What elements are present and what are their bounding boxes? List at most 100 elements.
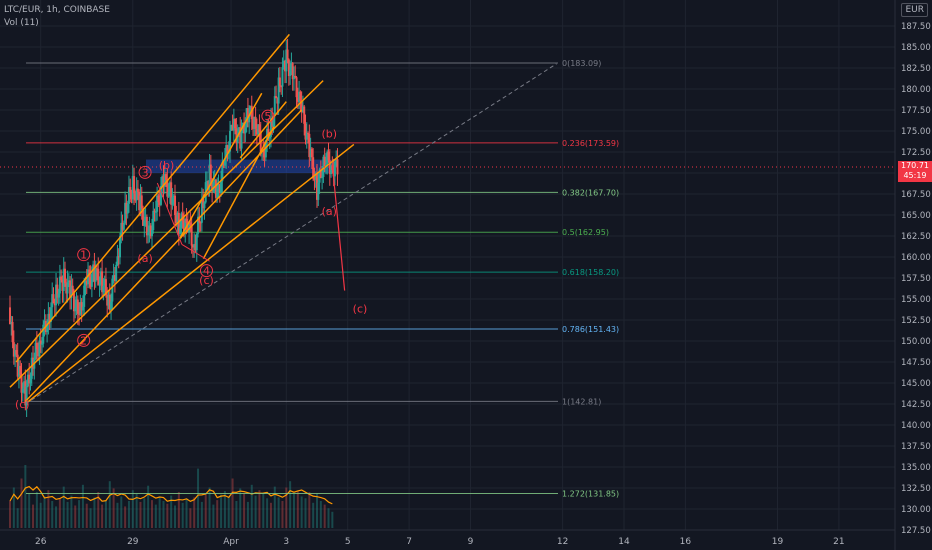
volume-bar	[243, 493, 246, 528]
x-tick-label: 21	[833, 537, 844, 547]
candle-body	[307, 133, 310, 135]
candle-body	[17, 365, 20, 377]
y-tick-label: 142.50	[901, 400, 931, 410]
candle-body	[108, 294, 111, 311]
x-tick-label: 16	[680, 537, 692, 547]
candle-body	[246, 108, 249, 123]
candle-body	[188, 222, 191, 233]
volume-bar	[200, 501, 203, 528]
candle-body	[75, 299, 78, 309]
candle-body	[71, 285, 74, 294]
candle-body	[157, 195, 160, 203]
channel-upper-line	[15, 33, 290, 363]
candle-body	[69, 280, 72, 298]
candle-body	[163, 174, 166, 187]
candle-body	[19, 365, 22, 375]
candle-body	[180, 213, 183, 228]
candle-body	[280, 86, 283, 88]
symbol-title[interactable]: LTC/EUR, 1h, COINBASE	[4, 5, 110, 15]
candle-body	[89, 276, 92, 287]
candle-body	[333, 161, 336, 177]
candle-body	[182, 220, 185, 232]
volume-ma-line	[9, 485, 333, 505]
candle-body	[195, 233, 198, 251]
candle-body	[42, 324, 45, 344]
candle-body	[158, 202, 161, 205]
candle-body	[316, 173, 318, 200]
candle-body	[299, 91, 302, 101]
volume-bar	[227, 496, 230, 528]
candle-body	[116, 256, 119, 265]
y-tick-label: 180.00	[901, 85, 931, 95]
volume-bar	[147, 485, 150, 528]
candle-body	[9, 307, 11, 325]
candle-body	[309, 148, 312, 158]
candles	[9, 38, 339, 418]
candle-body	[24, 381, 27, 406]
candle-body	[291, 63, 294, 80]
volume-bar	[269, 502, 272, 528]
drawings[interactable]	[9, 33, 557, 405]
candle-body	[301, 106, 304, 112]
candle-body	[93, 264, 96, 282]
volume-bar	[78, 500, 81, 528]
highlight-zone	[146, 159, 336, 173]
volume-bar	[154, 504, 157, 528]
y-tick-label: 177.50	[901, 106, 931, 116]
candle-body	[300, 100, 303, 112]
candle-body	[90, 274, 93, 287]
currency-button[interactable]: EUR	[901, 3, 928, 17]
candle-body	[55, 284, 58, 306]
volume-bar	[43, 496, 46, 528]
y-tick-label: 160.00	[901, 253, 931, 263]
volume-indicator-title[interactable]: Vol (11)	[4, 18, 39, 28]
candle-body	[67, 280, 70, 283]
candle-body	[80, 302, 83, 311]
wave-label: 1	[80, 249, 87, 262]
volume-bar	[131, 490, 134, 528]
volume-bar	[239, 488, 242, 528]
volume-bar	[108, 481, 111, 528]
volume-bar	[104, 501, 107, 528]
candle-body	[70, 285, 73, 298]
candle-body	[177, 212, 180, 234]
volume-bar	[47, 490, 50, 528]
candle-body	[121, 222, 124, 230]
candle-body	[159, 185, 162, 205]
candle-body	[216, 188, 219, 198]
volume-bar	[162, 501, 165, 528]
volume-bar	[220, 494, 223, 528]
candle-body	[276, 98, 279, 104]
candle-body	[336, 159, 339, 175]
volume-bar	[189, 508, 192, 528]
candle-body	[308, 133, 311, 158]
candle-body	[294, 75, 297, 78]
volume-bar	[254, 495, 257, 528]
candle-body	[117, 256, 120, 258]
volume-bar	[166, 503, 169, 528]
volume-bar	[116, 502, 119, 528]
candle-body	[303, 106, 306, 124]
volume-bar	[127, 501, 130, 528]
x-tick-label: 19	[772, 537, 784, 547]
candle-body	[95, 268, 98, 270]
candle-body	[322, 156, 325, 178]
candle-body	[39, 340, 42, 344]
candle-body	[186, 222, 189, 233]
fib-retracement[interactable]: 0(183.09) 0.236(173.59) 0.382(167.70) 0.5(1…	[26, 59, 619, 498]
volume-bar	[262, 492, 265, 528]
volume-bar	[197, 468, 200, 528]
volume-bar	[216, 500, 219, 528]
wave-label: 3	[142, 166, 149, 179]
candle-body	[26, 374, 29, 386]
candle-body	[74, 308, 77, 312]
volume-bar	[212, 504, 215, 528]
candle-body	[327, 151, 330, 161]
candle-body	[271, 118, 274, 127]
wave-label: (b)	[159, 159, 175, 172]
fib-level-label: 0.5(162.95)	[562, 228, 609, 237]
x-tick-label: 26	[35, 537, 47, 547]
candle-body	[281, 67, 284, 87]
candle-body	[275, 96, 278, 99]
